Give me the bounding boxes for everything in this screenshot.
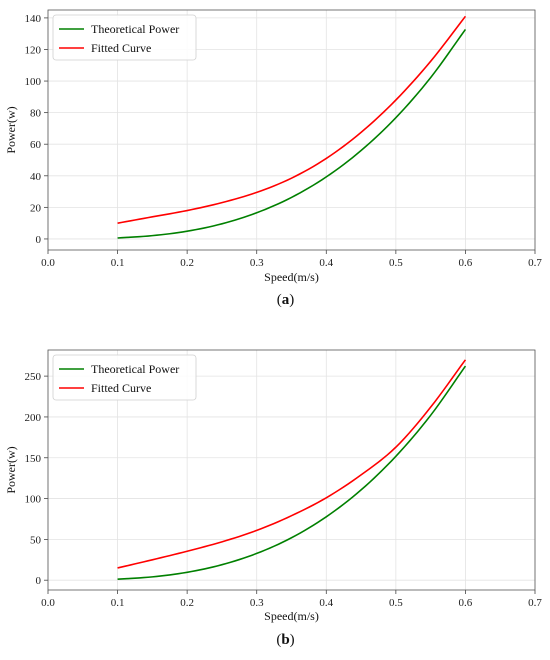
- series-line-fitted-curve: [117, 15, 467, 224]
- x-tick-label: 0.6: [459, 257, 473, 269]
- y-tick-label: 80: [30, 108, 42, 120]
- x-tick-label: 0.5: [389, 257, 403, 269]
- x-tick-label: 0.4: [319, 597, 333, 609]
- legend-box: [52, 14, 197, 61]
- x-tick-label: 0.5: [389, 597, 403, 609]
- chart-b: 0.0 0.1 0.2 0.3 0.4 0.5 0.6 0.7050100150200250 …: [4, 349, 543, 648]
- x-tick-label: 0.0: [41, 597, 55, 609]
- caption-b: (b): [276, 632, 294, 648]
- x-tick-label: 0.7: [528, 597, 542, 609]
- axis-ticks: 0.0 0.1 0.2 0.3 0.4 0.5 0.6 0.7 0 50 100 150 200 250: [25, 371, 543, 609]
- caption-letter: a: [282, 292, 290, 308]
- x-tick-label: 0.7: [528, 257, 542, 269]
- y-tick-label: 200: [25, 412, 42, 424]
- y-tick-label: 20: [30, 202, 42, 214]
- x-tick-label: 0.3: [250, 597, 264, 609]
- x-tick-label: 0.2: [180, 597, 194, 609]
- x-axis-label: Speed(m/s): [264, 609, 319, 623]
- axis-ticks: 0.0 0.1 0.2 0.3 0.4 0.5 0.6 0.7 0 20 40 60 80 100 120 1…: [25, 13, 543, 269]
- legend-label-fitted-curve: Fitted Curve: [91, 381, 151, 395]
- legend-box: [52, 354, 197, 401]
- y-tick-label: 150: [25, 453, 42, 465]
- legend-label-fitted-curve: Fitted Curve: [91, 41, 151, 55]
- y-tick-label: 140: [25, 13, 42, 25]
- legend: Theoretical Power Fitted Curve: [52, 354, 197, 401]
- plot-border: [47, 9, 536, 251]
- x-tick-label: 0.1: [111, 257, 125, 269]
- y-tick-label: 0: [36, 234, 42, 246]
- legend-label-theoretical-power: Theoretical Power: [91, 22, 179, 36]
- series-lines: [117, 359, 467, 581]
- x-axis-label: Speed(m/s): [264, 270, 319, 284]
- caption-a: (a): [277, 292, 295, 308]
- y-axis-label: Power(w): [4, 106, 18, 153]
- y-tick-label: 50: [30, 534, 42, 546]
- y-tick-label: 60: [30, 139, 42, 151]
- y-tick-label: 100: [25, 494, 42, 506]
- series-line-theoretical-power: [117, 28, 467, 239]
- plot-border: [47, 349, 536, 591]
- caption-letter: b: [281, 632, 289, 648]
- legend-label-theoretical-power: Theoretical Power: [91, 362, 179, 376]
- x-tick-label: 0.6: [459, 597, 473, 609]
- x-tick-label: 0.1: [111, 597, 125, 609]
- series-line-theoretical-power: [117, 365, 467, 581]
- y-axis-label: Power(w): [4, 446, 18, 493]
- legend: Theoretical Power Fitted Curve: [52, 14, 197, 61]
- y-tick-label: 250: [25, 371, 42, 383]
- x-tick-label: 0.4: [319, 257, 333, 269]
- chart-a: 0.0 0.1 0.2 0.3 0.4 0.5 0.6 0.7 0 20 40 60 80 100 120 1…: [4, 9, 543, 308]
- x-tick-label: 0.3: [250, 257, 264, 269]
- y-tick-label: 120: [25, 44, 42, 56]
- series-line-fitted-curve: [117, 359, 467, 569]
- series-lines: [117, 15, 467, 239]
- y-tick-label: 40: [30, 171, 42, 183]
- x-tick-label: 0.0: [41, 257, 55, 269]
- y-tick-label: 0: [36, 575, 42, 587]
- x-tick-label: 0.2: [180, 257, 194, 269]
- y-tick-label: 100: [25, 76, 42, 88]
